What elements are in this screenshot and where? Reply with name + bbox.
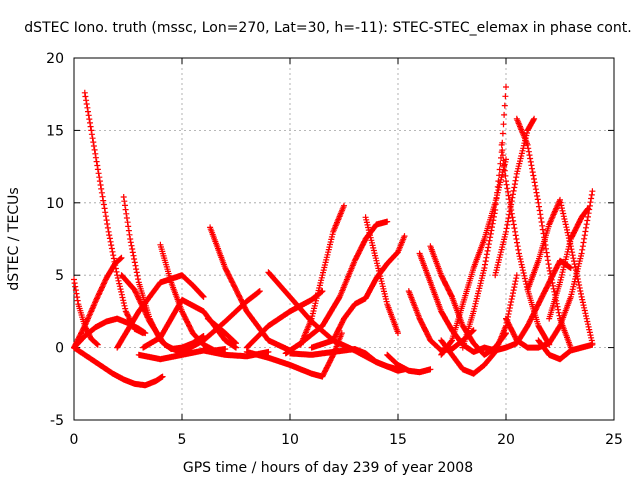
series-8 — [118, 272, 185, 357]
series-34 — [535, 337, 596, 363]
series-22 — [362, 214, 401, 337]
series-points — [243, 330, 345, 380]
series-35 — [546, 205, 592, 322]
y-tick-label: 0 — [55, 341, 64, 357]
series-12 — [207, 224, 293, 354]
series-31 — [513, 115, 574, 351]
series-points — [207, 224, 293, 354]
series-points — [114, 272, 207, 351]
y-tick-label: 10 — [46, 196, 64, 212]
series-14 — [204, 315, 239, 347]
series-17 — [243, 330, 345, 380]
x-tick-label: 25 — [605, 432, 623, 448]
series-points — [71, 254, 125, 351]
chart-title: dSTEC Iono. truth (mssc, Lon=270, Lat=30… — [24, 20, 631, 36]
y-tick-label: -5 — [50, 413, 64, 429]
y-tick-label: 5 — [55, 268, 64, 284]
series-19 — [282, 218, 391, 357]
series-points — [384, 351, 434, 376]
series-points — [535, 337, 596, 363]
series-points — [459, 84, 509, 351]
series-points — [282, 218, 391, 357]
series-points — [118, 272, 185, 357]
series-27 — [459, 84, 509, 351]
series-29 — [438, 272, 520, 377]
series-7 — [114, 272, 207, 351]
series-points — [546, 205, 592, 322]
series-points — [492, 115, 538, 279]
series-points — [481, 257, 574, 354]
series-3 — [71, 344, 166, 389]
axis-ticks: 0 5 10 15 20 25 -5 0 5 10 15 20 — [46, 51, 623, 448]
series-points — [287, 346, 401, 373]
data-points — [71, 84, 596, 389]
x-tick-label: 15 — [389, 432, 407, 448]
x-tick-label: 0 — [70, 432, 79, 448]
x-tick-label: 20 — [497, 432, 515, 448]
series-36 — [481, 257, 574, 354]
series-20 — [308, 233, 408, 351]
series-9 — [157, 241, 229, 354]
plot-frame — [73, 57, 615, 421]
x-axis-label: GPS time / hours of day 239 of year 2008 — [183, 460, 473, 476]
y-tick-label: 20 — [46, 51, 64, 67]
series-points — [71, 344, 166, 389]
y-axis-label: dSTEC / TECUs — [6, 187, 22, 290]
y-tick-label: 15 — [46, 123, 64, 139]
series-15 — [243, 288, 326, 351]
series-16 — [265, 269, 408, 374]
series-21 — [287, 346, 401, 373]
series-points — [438, 272, 520, 377]
gridlines — [74, 58, 614, 420]
x-tick-label: 10 — [281, 432, 299, 448]
series-points — [204, 315, 239, 347]
series-points — [308, 233, 408, 351]
series-points — [265, 269, 408, 374]
series-5 — [71, 254, 125, 351]
series-points — [362, 214, 401, 337]
series-points — [157, 241, 229, 354]
series-30 — [492, 115, 538, 279]
series-points — [243, 288, 326, 351]
series-37 — [384, 351, 434, 376]
x-tick-label: 5 — [178, 432, 187, 448]
series-points — [513, 115, 574, 351]
